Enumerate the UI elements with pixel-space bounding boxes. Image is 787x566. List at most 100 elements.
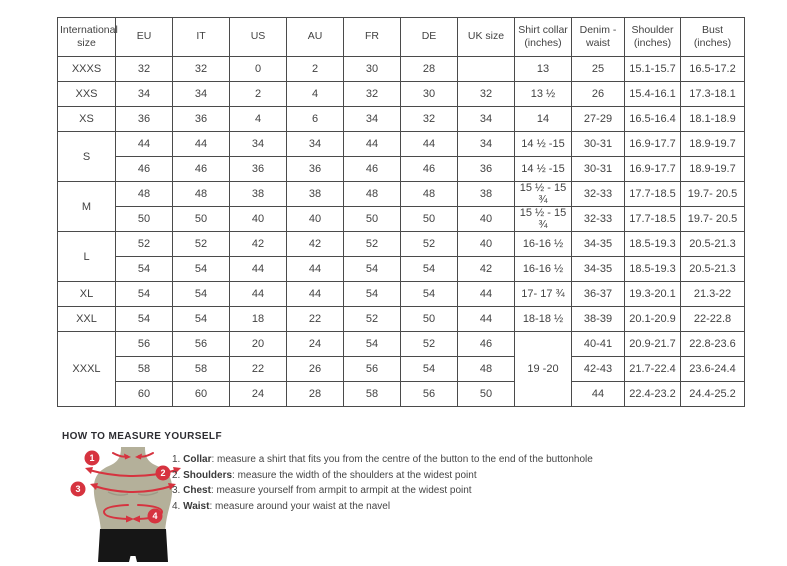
table-cell: 52 — [343, 231, 401, 257]
shoulders-arrow-right — [173, 467, 181, 474]
column-header: US — [229, 17, 287, 57]
table-cell: 16.5-17.2 — [680, 56, 745, 82]
table-cell: 54 — [400, 281, 458, 307]
column-header: DE — [400, 17, 458, 57]
mannequin-shorts — [98, 529, 168, 562]
table-row: XS 36 36 4 6 34 32 34 14 27-29 16.5-16.4 18.1-18.9 — [57, 106, 745, 132]
table-row: S 44 44 34 34 44 44 34 14 ½ -15 30-31 16.9-17.7 18.… — [57, 131, 745, 182]
table-cell: 54 — [115, 306, 173, 332]
table-cell: 46 — [343, 156, 401, 182]
table-cell: 50 — [400, 306, 458, 332]
size-table: International size EU IT US AU FR DE UK size Shi… — [57, 17, 745, 407]
table-cell: 44 — [457, 281, 515, 307]
table-cell: 52 — [172, 231, 230, 257]
table-row: M 48 48 38 38 48 48 38 15 ½ - 15 ¾ 32-33 17.7-18.5… — [57, 181, 745, 232]
table-cell: 34 — [343, 106, 401, 132]
table-cell: 52 — [343, 306, 401, 332]
table-cell: XXXL — [57, 331, 116, 407]
table-cell: 38-39 — [571, 306, 625, 332]
table-cell: 36-37 — [571, 281, 625, 307]
column-header: Shirt collar (inches) — [514, 17, 572, 57]
table-cell: 44 — [286, 281, 344, 307]
instruction-term: Collar — [183, 454, 212, 465]
column-header: FR — [343, 17, 401, 57]
table-cell: 52 — [400, 331, 458, 357]
column-header: Bust (inches) — [680, 17, 745, 57]
chest-crease-right — [137, 491, 159, 496]
table-cell: 54 — [400, 256, 458, 282]
instructions-list: 1. Collar: measure a shirt that fits you… — [172, 452, 593, 514]
table-cell: 34 — [286, 131, 344, 157]
table-cell: 54 — [172, 306, 230, 332]
table-cell: 30 — [343, 56, 401, 82]
table-cell: 58 — [172, 356, 230, 382]
instruction-term: Chest — [183, 485, 211, 497]
table-cell: 18.5-19.3 — [624, 256, 681, 282]
table-cell: 20.5-21.3 — [680, 256, 745, 282]
collar-arrow-left — [124, 453, 131, 460]
table-row: 54 54 44 44 54 54 42 16-16 ½ 34-35 18.5-19.3 20.5-… — [58, 256, 745, 282]
table-cell: 44 — [115, 131, 173, 157]
table-cell: 34 — [172, 81, 230, 107]
table-cell: 15.1-15.7 — [624, 56, 681, 82]
table-cell: 40-41 — [571, 331, 625, 357]
table-cell: 30-31 — [571, 156, 625, 182]
column-header: EU — [115, 17, 173, 57]
instruction-text: : measure around your waist at the navel — [209, 500, 391, 512]
table-cell: 50 — [457, 381, 515, 407]
instruction-text: : measure yourself from armpit to armpit… — [210, 485, 472, 497]
waist-measure-line-left — [102, 504, 129, 520]
column-header: Denim - waist — [571, 17, 625, 57]
table-cell: 46 — [172, 156, 230, 182]
table-cell: 21.3-22 — [680, 281, 745, 307]
table-cell: 38 — [457, 181, 515, 207]
table-cell: 40 — [229, 206, 287, 232]
table-cell: 14 ½ -15 — [514, 131, 572, 157]
table-cell: 14 ½ -15 — [514, 156, 572, 182]
table-row: XXXS 32 32 0 2 30 28 13 25 15.1-15.7 16.5-17.2 — [57, 56, 745, 82]
table-cell: 19.7- 20.5 — [680, 206, 745, 232]
table-cell: 32-33 — [571, 206, 625, 232]
instruction-number: 1. — [172, 454, 184, 465]
table-cell: 18.9-19.7 — [680, 131, 745, 157]
table-cell: 42-43 — [571, 356, 625, 382]
table-cell: 2 — [286, 56, 344, 82]
instruction-item: 1. Collar: measure a shirt that fits you… — [172, 452, 593, 468]
table-cell: 17.7-18.5 — [624, 206, 681, 232]
table-cell: 38 — [229, 181, 287, 207]
table-cell: 22 — [229, 356, 287, 382]
column-header: IT — [172, 17, 230, 57]
table-row: XXS 34 34 2 4 32 30 32 13 ½ 26 15.4-16.1 17.3-18.1 — [57, 81, 745, 107]
table-cell: 54 — [343, 281, 401, 307]
table-cell: 42 — [457, 256, 515, 282]
table-cell: 56 — [115, 331, 173, 357]
table-cell: 18.9-19.7 — [680, 156, 745, 182]
table-cell: 36 — [286, 156, 344, 182]
mannequin-figure: 1 2 3 4 — [70, 447, 181, 562]
chest-arrow-left — [90, 483, 98, 490]
table-cell: 20.9-21.7 — [624, 331, 681, 357]
table-row: L 52 52 42 42 52 52 40 16-16 ½ 34-35 18.5-19.3 20.5… — [57, 231, 745, 282]
table-cell: 44 — [172, 131, 230, 157]
instruction-term: Waist — [183, 500, 210, 512]
table-cell: 30 — [400, 81, 458, 107]
column-header: UK size — [457, 17, 515, 57]
table-cell: 44 — [457, 306, 515, 332]
table-cell: XXL — [57, 306, 116, 332]
measure-marker-2 — [155, 465, 171, 481]
table-cell: 6 — [286, 106, 344, 132]
table-cell: 27-29 — [571, 106, 625, 132]
table-cell: 54 — [115, 256, 173, 282]
table-cell: XXS — [57, 81, 116, 107]
measure-marker-1 — [84, 450, 100, 466]
table-cell: 58 — [343, 381, 401, 407]
table-cell: 38 — [286, 181, 344, 207]
table-cell: 4 — [229, 106, 287, 132]
collar-arrow-right — [135, 453, 142, 460]
table-cell: 48 — [457, 356, 515, 382]
table-cell: 52 — [400, 231, 458, 257]
instruction-item: 3. Chest: measure yourself from armpit t… — [172, 483, 593, 499]
table-cell: 32 — [400, 106, 458, 132]
table-cell: 17.3-18.1 — [680, 81, 745, 107]
